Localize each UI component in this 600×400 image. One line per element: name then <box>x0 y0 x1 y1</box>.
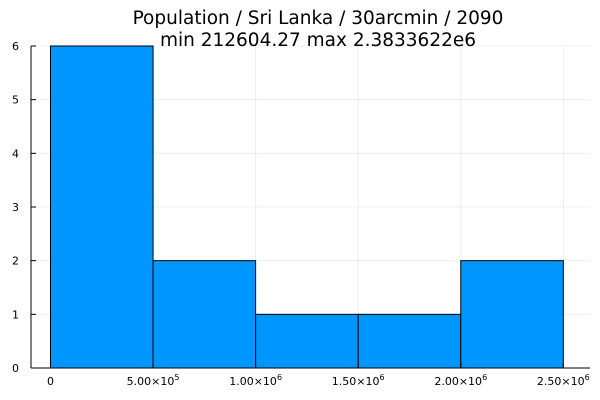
histogram-bar <box>460 260 564 369</box>
y-tick-label: 2 <box>12 255 19 268</box>
bars <box>49 45 564 369</box>
x-tick-label: 1.50×106 <box>332 373 385 388</box>
histogram-bar <box>49 45 154 369</box>
chart-title: Population / Sri Lanka / 30arcmin / 2090 <box>133 8 504 29</box>
histogram-bar <box>255 313 359 369</box>
y-tick-labels: 0 1 2 3 4 5 6 <box>12 40 19 375</box>
x-tick-label: 2.50×106 <box>537 373 590 388</box>
x-tick-label: 5.00×105 <box>127 373 180 388</box>
y-tick-label: 1 <box>12 308 19 321</box>
y-tick-label: 5 <box>12 94 19 107</box>
axes <box>30 45 590 369</box>
x-tick-label: 2.00×106 <box>434 373 487 388</box>
y-tick-label: 3 <box>12 201 19 214</box>
x-tick-label: 1.00×106 <box>229 373 282 388</box>
chart-subtitle: min 212604.27 max 2.3833622e6 <box>160 30 476 51</box>
y-tick-label: 6 <box>12 40 19 53</box>
x-tick-label: 0 <box>47 375 54 388</box>
y-tick-label: 4 <box>12 147 19 160</box>
histogram-bar <box>357 313 462 369</box>
y-tick-label: 0 <box>12 362 19 375</box>
x-tick-labels: 0 5.00×105 1.00×106 1.50×106 2.00×106 2.50×10… <box>47 373 590 388</box>
histogram-bar <box>152 260 257 369</box>
